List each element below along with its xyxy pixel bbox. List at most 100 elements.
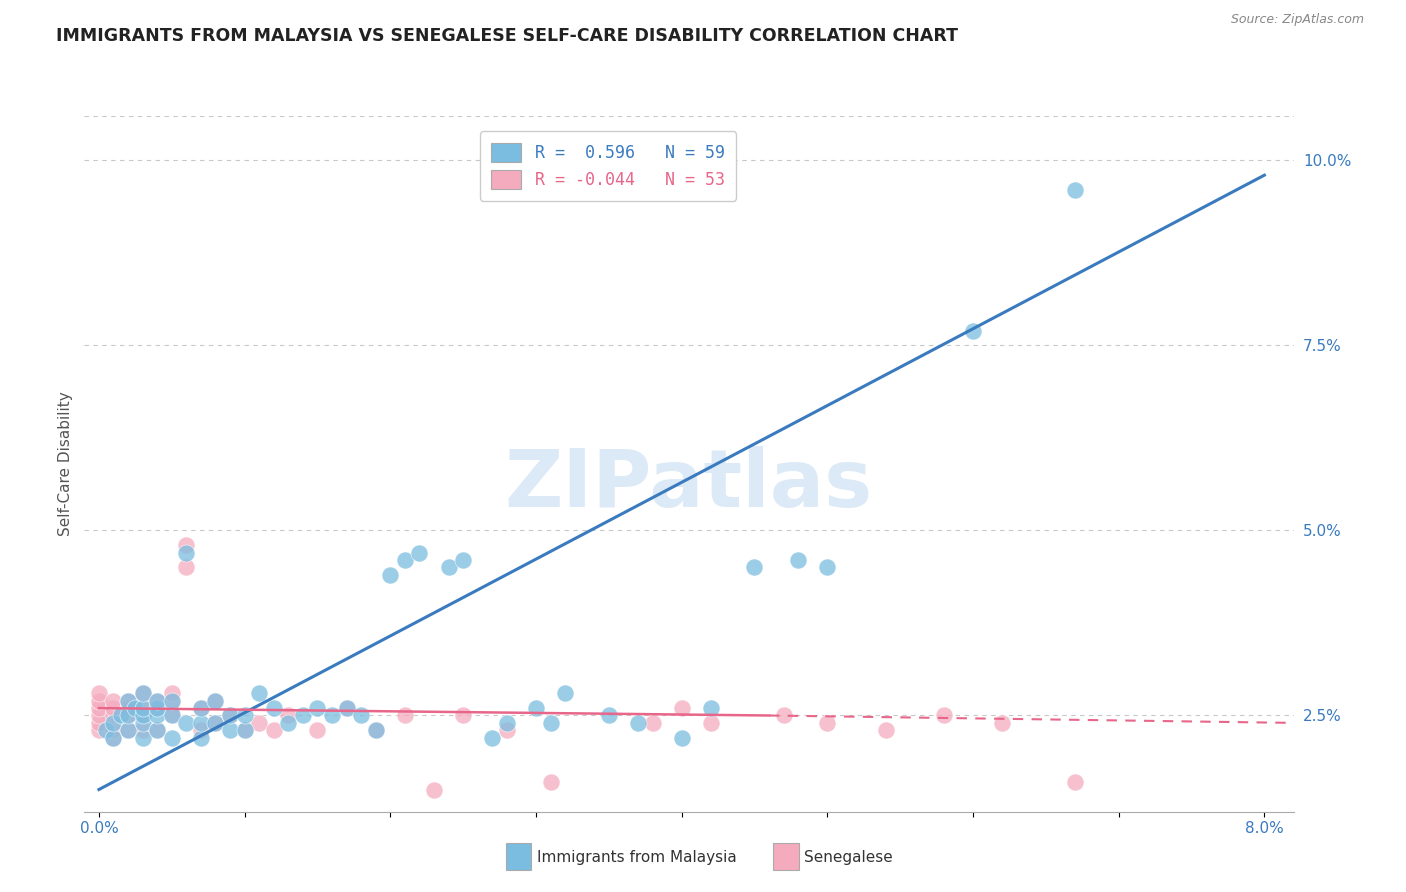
- Point: [321, 708, 343, 723]
- Point: [744, 560, 766, 574]
- Point: [146, 723, 169, 738]
- Point: [117, 694, 139, 708]
- Point: [103, 731, 125, 745]
- Point: [131, 686, 153, 700]
- Point: [117, 708, 139, 723]
- Point: [700, 715, 723, 730]
- Point: [131, 686, 153, 700]
- Point: [364, 723, 387, 738]
- Point: [124, 701, 146, 715]
- Point: [394, 708, 416, 723]
- Text: ZIPatlas: ZIPatlas: [505, 446, 873, 524]
- Point: [160, 708, 183, 723]
- Text: IMMIGRANTS FROM MALAYSIA VS SENEGALESE SELF-CARE DISABILITY CORRELATION CHART: IMMIGRANTS FROM MALAYSIA VS SENEGALESE S…: [56, 27, 959, 45]
- Point: [815, 715, 838, 730]
- Point: [1064, 183, 1087, 197]
- Point: [554, 686, 576, 700]
- Point: [787, 553, 810, 567]
- Point: [700, 701, 723, 715]
- Point: [87, 723, 110, 738]
- Point: [204, 694, 226, 708]
- Point: [160, 708, 183, 723]
- Point: [190, 731, 212, 745]
- Point: [772, 708, 794, 723]
- Point: [87, 708, 110, 723]
- Point: [131, 701, 153, 715]
- Point: [481, 731, 503, 745]
- Text: Source: ZipAtlas.com: Source: ZipAtlas.com: [1230, 13, 1364, 27]
- Point: [87, 694, 110, 708]
- Point: [131, 723, 153, 738]
- Point: [204, 715, 226, 730]
- Point: [962, 324, 984, 338]
- Point: [291, 708, 314, 723]
- Point: [263, 701, 285, 715]
- Point: [495, 715, 517, 730]
- Point: [146, 708, 169, 723]
- Point: [131, 701, 153, 715]
- Point: [671, 701, 693, 715]
- Point: [146, 701, 169, 715]
- Point: [160, 694, 183, 708]
- Point: [103, 694, 125, 708]
- Point: [380, 567, 402, 582]
- Point: [160, 694, 183, 708]
- Point: [524, 701, 547, 715]
- Point: [540, 775, 562, 789]
- Point: [991, 715, 1014, 730]
- Point: [932, 708, 955, 723]
- Point: [263, 723, 285, 738]
- Point: [131, 708, 153, 723]
- Point: [176, 546, 198, 560]
- Point: [233, 723, 256, 738]
- Point: [437, 560, 460, 574]
- Point: [110, 708, 132, 723]
- Point: [96, 723, 118, 738]
- Point: [117, 694, 139, 708]
- Point: [103, 715, 125, 730]
- Point: [394, 553, 416, 567]
- Point: [176, 560, 198, 574]
- Point: [103, 708, 125, 723]
- Y-axis label: Self-Care Disability: Self-Care Disability: [58, 392, 73, 536]
- Point: [204, 715, 226, 730]
- Point: [160, 731, 183, 745]
- Point: [131, 731, 153, 745]
- Point: [627, 715, 650, 730]
- Point: [336, 701, 359, 715]
- Point: [146, 694, 169, 708]
- Point: [146, 723, 169, 738]
- Point: [219, 723, 242, 738]
- Point: [219, 708, 242, 723]
- Point: [204, 694, 226, 708]
- Point: [103, 701, 125, 715]
- Point: [190, 701, 212, 715]
- Point: [307, 701, 329, 715]
- Point: [103, 731, 125, 745]
- Point: [87, 715, 110, 730]
- Point: [1064, 775, 1087, 789]
- Point: [117, 723, 139, 738]
- Point: [131, 715, 153, 730]
- Point: [176, 715, 198, 730]
- Point: [540, 715, 562, 730]
- Point: [103, 723, 125, 738]
- Point: [87, 686, 110, 700]
- Point: [364, 723, 387, 738]
- Point: [307, 723, 329, 738]
- Point: [451, 553, 474, 567]
- Point: [277, 715, 299, 730]
- Point: [160, 686, 183, 700]
- Legend: R =  0.596   N = 59, R = -0.044   N = 53: R = 0.596 N = 59, R = -0.044 N = 53: [479, 131, 737, 201]
- Point: [117, 701, 139, 715]
- Point: [146, 694, 169, 708]
- Point: [219, 708, 242, 723]
- Point: [641, 715, 664, 730]
- Point: [815, 560, 838, 574]
- Point: [408, 546, 430, 560]
- Point: [875, 723, 897, 738]
- Point: [247, 715, 270, 730]
- Point: [233, 723, 256, 738]
- Point: [233, 708, 256, 723]
- Point: [176, 538, 198, 552]
